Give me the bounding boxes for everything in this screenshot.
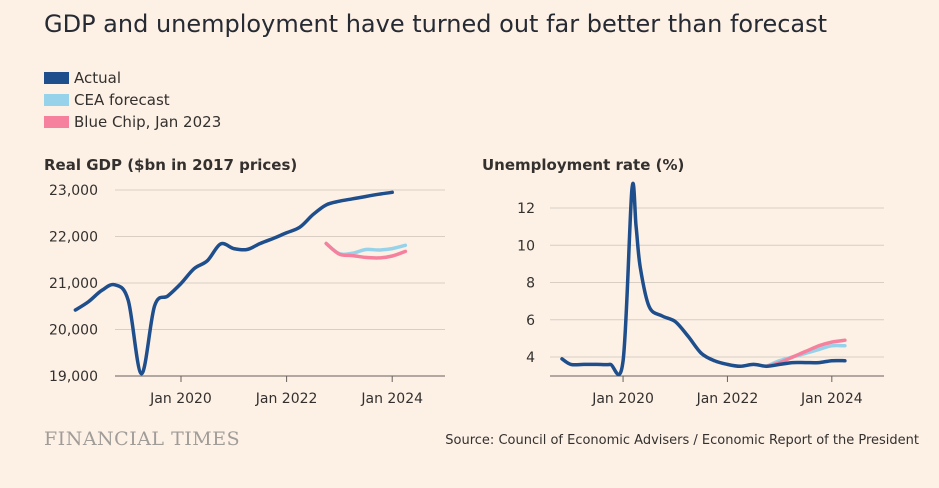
xtick-label-unemp-2022: Jan 2022 [696, 391, 759, 407]
ytick-label-gdp-21000: 21,000 [49, 276, 98, 292]
ytick-label-gdp-23000: 23,000 [49, 183, 98, 199]
legend-swatch-bluechip [44, 116, 69, 128]
series-line-gdp-actual [73, 190, 394, 376]
source-note: Source: Council of Economic Advisers / E… [445, 433, 919, 448]
legend: Actual CEA forecast Blue Chip, Jan 2023 [44, 67, 221, 133]
ytick-label-unemp-6: 6 [526, 313, 535, 329]
legend-label-actual: Actual [74, 69, 121, 87]
legend-item-bluechip: Blue Chip, Jan 2023 [44, 111, 221, 133]
chart-title: GDP and unemployment have turned out far… [44, 10, 828, 38]
xtick-label-gdp-2022: Jan 2022 [255, 391, 318, 407]
series-line-unemp-blue-chip-jan-2023 [764, 338, 847, 369]
unemployment-panel-title: Unemployment rate (%) [482, 156, 685, 174]
series-line-gdp-blue-chip-jan-2023 [324, 241, 408, 260]
ft-brand-logo: FINANCIAL TIMES [44, 428, 241, 450]
legend-swatch-cea [44, 94, 69, 106]
ytick-label-unemp-12: 12 [517, 201, 535, 217]
gdp-panel-title: Real GDP ($bn in 2017 prices) [44, 156, 298, 174]
xtick-label-unemp-2024: Jan 2024 [800, 391, 863, 407]
xtick-label-gdp-2024: Jan 2024 [360, 391, 423, 407]
legend-label-cea: CEA forecast [74, 91, 170, 109]
legend-item-cea: CEA forecast [44, 89, 221, 111]
ytick-label-gdp-19000: 19,000 [49, 369, 98, 385]
ytick-label-gdp-20000: 20,000 [49, 323, 98, 339]
legend-item-actual: Actual [44, 67, 221, 89]
ytick-label-unemp-10: 10 [517, 238, 535, 254]
legend-swatch-actual [44, 72, 69, 84]
xtick-label-gdp-2020: Jan 2020 [149, 391, 212, 407]
ytick-label-gdp-22000: 22,000 [49, 230, 98, 246]
xtick-label-unemp-2020: Jan 2020 [591, 391, 654, 407]
ytick-label-unemp-4: 4 [526, 350, 535, 366]
ytick-label-unemp-8: 8 [526, 276, 535, 292]
series-line-unemp-actual [560, 181, 847, 377]
legend-label-bluechip: Blue Chip, Jan 2023 [74, 113, 222, 131]
